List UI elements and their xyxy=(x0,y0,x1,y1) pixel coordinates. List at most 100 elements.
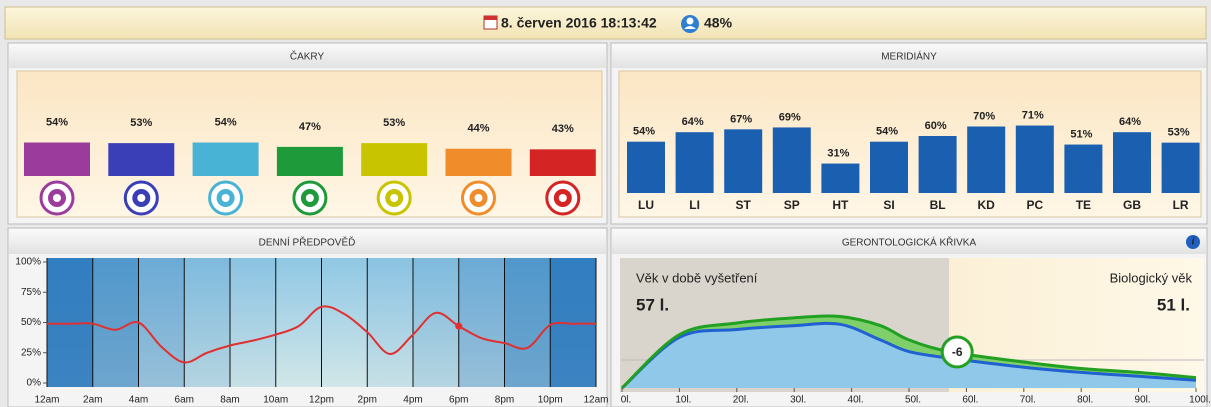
x-tick-label: 4pm xyxy=(403,395,422,406)
bar xyxy=(918,136,957,193)
hour-band xyxy=(413,258,459,387)
value-label: 60% xyxy=(925,120,947,132)
category-label: LR xyxy=(1173,198,1189,212)
exam-line xyxy=(620,321,1197,390)
category-label: PC xyxy=(1026,198,1043,212)
x-tick-label: 10am xyxy=(263,395,288,406)
chakra-bar xyxy=(529,149,596,176)
x-tick-label: 8am xyxy=(220,395,239,406)
x-tick-label: 50l. xyxy=(905,395,921,406)
header-bar xyxy=(4,6,1207,40)
value-label: 67% xyxy=(730,113,752,125)
bar xyxy=(870,141,908,193)
chakra-icon-dot xyxy=(137,194,146,202)
y-tick-label: 0% xyxy=(27,378,42,389)
chakra-bar xyxy=(445,148,512,176)
bio-line xyxy=(620,314,1197,390)
bar xyxy=(1064,144,1103,193)
y-tick-label: 25% xyxy=(21,347,41,358)
chakra-bar xyxy=(192,142,259,176)
user-icon xyxy=(681,15,699,33)
panel-title: DENNÍ PŘEDPOVĚĎ xyxy=(259,236,356,249)
chakra-bar xyxy=(276,146,343,176)
y-tick-label: 75% xyxy=(21,287,41,298)
category-label: ST xyxy=(736,198,752,212)
bio-age-value: 51 l. xyxy=(1157,295,1190,314)
chakra-icon xyxy=(123,180,159,216)
difference-label: -6 xyxy=(952,345,963,359)
chakra-icon xyxy=(545,180,581,216)
bar xyxy=(675,132,714,193)
hour-band xyxy=(458,258,505,387)
category-label: GB xyxy=(1123,198,1141,212)
category-label: SP xyxy=(784,198,800,212)
category-label: LU xyxy=(638,198,654,212)
x-tick-label: 40l. xyxy=(848,395,864,406)
calendar-icon xyxy=(483,15,498,30)
bar xyxy=(1015,125,1054,193)
bar xyxy=(772,127,811,193)
value-label: 44% xyxy=(467,123,489,135)
chakra-bar xyxy=(24,142,90,176)
category-label: TE xyxy=(1076,198,1091,212)
value-label: 53% xyxy=(383,117,405,129)
value-label: 47% xyxy=(299,121,321,133)
x-tick-label: 12pm xyxy=(309,395,334,406)
difference-badge xyxy=(940,335,974,369)
x-tick-label: 12am xyxy=(34,395,59,406)
hour-band xyxy=(138,258,185,387)
chakra-icon xyxy=(208,180,244,216)
x-tick-label: 6am xyxy=(175,395,194,406)
value-label: 53% xyxy=(1168,127,1190,139)
x-tick-label: 10l. xyxy=(675,395,691,406)
value-label: 64% xyxy=(682,116,704,128)
value-label: 54% xyxy=(215,116,237,128)
panel-title: ČAKRY xyxy=(290,50,325,63)
chakra-icon-dot xyxy=(221,194,230,202)
x-tick-label: 30l. xyxy=(790,395,806,406)
hour-band xyxy=(504,258,551,387)
value-label: 70% xyxy=(973,110,995,122)
value-label: 54% xyxy=(633,126,655,138)
value-label: 53% xyxy=(130,117,152,129)
hour-band xyxy=(230,258,276,387)
value-label: 71% xyxy=(1022,109,1044,121)
value-label: 64% xyxy=(1119,116,1141,128)
exam-age-label: Věk v době vyšetření xyxy=(636,270,758,285)
panel-title: MERIDIÁNY xyxy=(881,50,937,63)
category-label: SI xyxy=(883,198,894,212)
chakra-icon-dot xyxy=(305,194,314,202)
value-label: 43% xyxy=(552,123,574,135)
current-point xyxy=(455,322,463,330)
x-tick-label: 70l. xyxy=(1020,395,1036,406)
value-label: 51% xyxy=(1070,128,1092,140)
x-tick-label: 90l. xyxy=(1135,395,1151,406)
bar xyxy=(1161,142,1200,193)
x-tick-label: 20l. xyxy=(733,395,749,406)
x-tick-label: 12am xyxy=(583,395,608,406)
chakra-bar xyxy=(361,143,428,176)
hour-band xyxy=(321,258,368,387)
header-percent: 48% xyxy=(704,15,733,31)
bar xyxy=(967,126,1006,193)
value-label: 54% xyxy=(46,116,68,128)
value-label: 31% xyxy=(827,147,849,159)
value-label: 69% xyxy=(779,111,801,123)
x-tick-label: 2am xyxy=(83,395,102,406)
chakra-bar xyxy=(108,143,175,176)
hour-band xyxy=(184,258,230,387)
forecast-line xyxy=(46,305,597,364)
x-tick-label: 8pm xyxy=(495,395,514,406)
x-tick-label: 10pm xyxy=(538,395,563,406)
exam-age-value: 57 l. xyxy=(636,295,669,314)
chakra-icon xyxy=(376,180,412,216)
chakra-icon-dot xyxy=(53,194,61,202)
category-label: KD xyxy=(978,198,996,212)
x-tick-label: 6pm xyxy=(449,395,468,406)
category-label: LI xyxy=(689,198,700,212)
bar xyxy=(627,141,665,193)
x-tick-label: 100l. xyxy=(1189,395,1211,406)
y-tick-label: 50% xyxy=(21,317,41,328)
bar xyxy=(1113,132,1151,193)
